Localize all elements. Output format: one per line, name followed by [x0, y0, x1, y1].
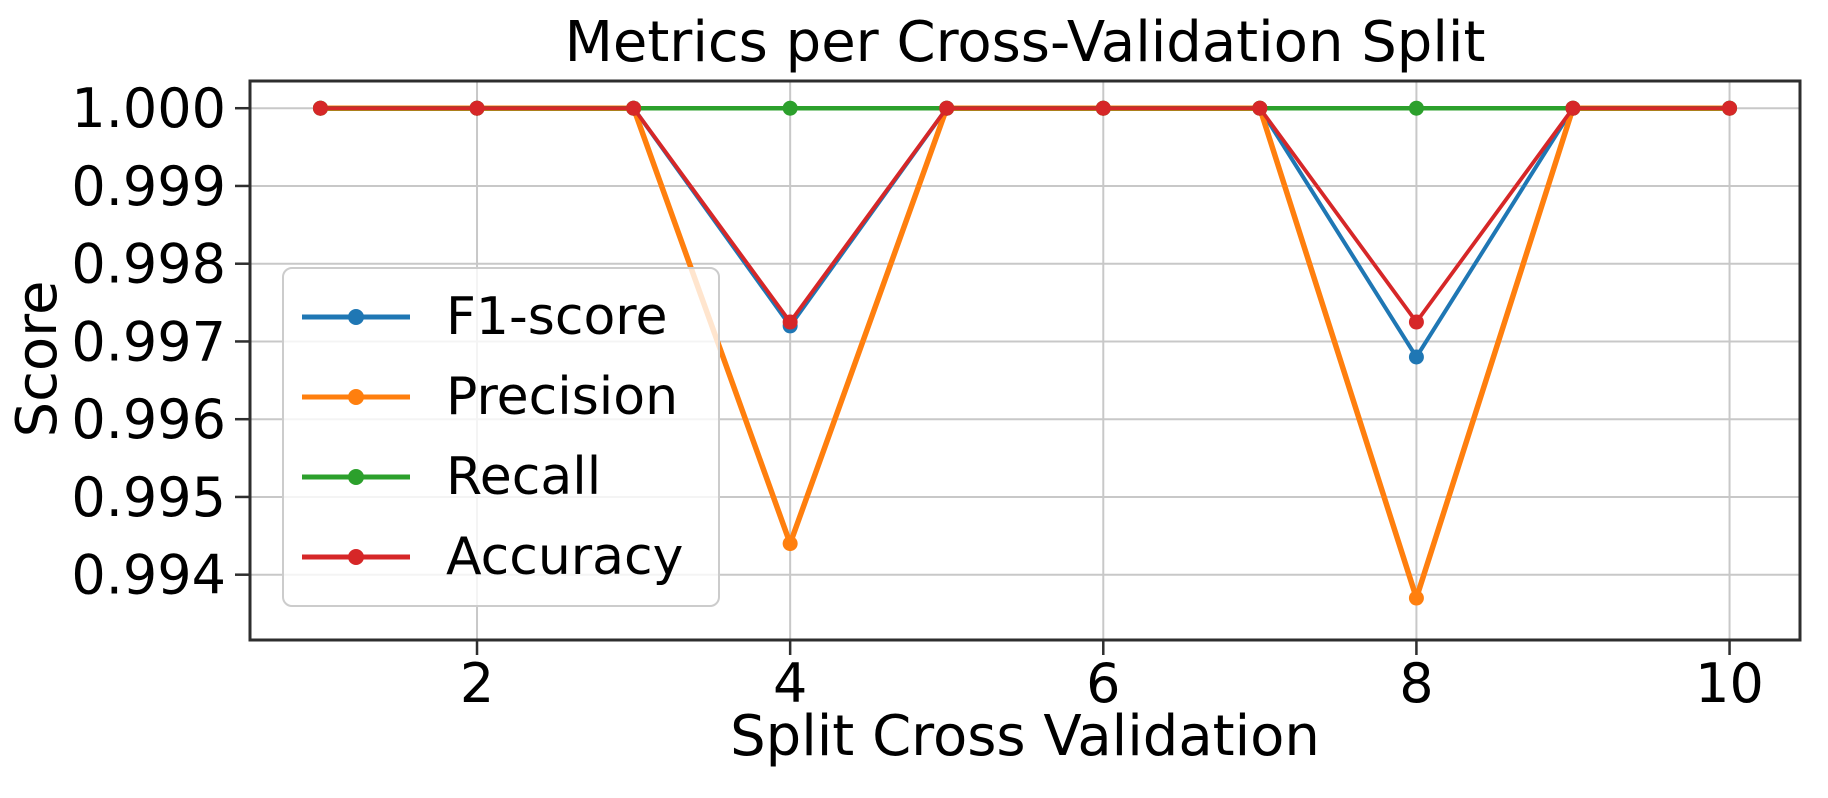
- data-point-accuracy-x3: [626, 100, 642, 116]
- tick-label-y-0.999: 0.999: [71, 155, 226, 218]
- legend-dot-precision: [348, 389, 364, 405]
- x-axis-label: Split Cross Validation: [730, 704, 1320, 769]
- tick-label-x-4: 4: [773, 652, 807, 715]
- data-point-accuracy-x5: [939, 100, 955, 116]
- data-point-recall-x4: [782, 100, 798, 116]
- tick-label-y-1.000: 1.000: [71, 77, 226, 140]
- legend-item-precision: Precision: [300, 371, 718, 423]
- tick-label-y-0.994: 0.994: [71, 544, 226, 607]
- tick-label-x-6: 6: [1086, 652, 1120, 715]
- series-line-accuracy: [318, 106, 1732, 324]
- data-point-accuracy-x9: [1565, 100, 1581, 116]
- legend-item-f1-score: F1-score: [300, 291, 718, 343]
- legend-dot-accuracy: [348, 549, 364, 565]
- legend-dot-f1-score: [348, 309, 364, 325]
- tick-label-x-10: 10: [1695, 652, 1764, 715]
- legend-item-recall: Recall: [300, 451, 718, 503]
- data-point-accuracy-x4: [782, 314, 798, 330]
- data-point-precision-x4: [782, 536, 798, 552]
- data-point-accuracy-x8: [1408, 314, 1424, 330]
- tick-label-x-2: 2: [460, 652, 494, 715]
- data-point-precision-x8: [1408, 590, 1424, 606]
- legend-dot-recall: [348, 469, 364, 485]
- data-point-accuracy-x10: [1722, 100, 1738, 116]
- legend-label-precision: Precision: [446, 367, 679, 427]
- chart-title: Metrics per Cross-Validation Split: [564, 10, 1486, 75]
- legend: F1-score Precision Recall Accuracy: [282, 267, 720, 607]
- legend-marker-recall: [302, 469, 410, 485]
- legend-marker-accuracy: [302, 549, 410, 565]
- plot-border: [248, 79, 1802, 642]
- tick-label-x-8: 8: [1399, 652, 1433, 715]
- legend-marker-f1-score: [302, 309, 410, 325]
- y-axis-label: Score: [5, 280, 70, 438]
- tick-label-y-0.995: 0.995: [71, 466, 226, 529]
- data-point-f1-score-x8: [1408, 349, 1424, 365]
- data-point-recall-x8: [1408, 100, 1424, 116]
- tick-label-y-0.996: 0.996: [71, 388, 226, 451]
- data-point-accuracy-x7: [1252, 100, 1268, 116]
- tick-label-y-0.998: 0.998: [71, 233, 226, 296]
- legend-marker-precision: [302, 389, 410, 405]
- data-point-accuracy-x6: [1095, 100, 1111, 116]
- tick-label-y-0.997: 0.997: [71, 310, 226, 373]
- data-point-accuracy-x1: [312, 100, 328, 116]
- legend-label-f1-score: F1-score: [446, 287, 668, 347]
- legend-item-accuracy: Accuracy: [300, 531, 718, 583]
- legend-label-recall: Recall: [446, 447, 602, 507]
- data-point-accuracy-x2: [469, 100, 485, 116]
- legend-label-accuracy: Accuracy: [446, 527, 684, 587]
